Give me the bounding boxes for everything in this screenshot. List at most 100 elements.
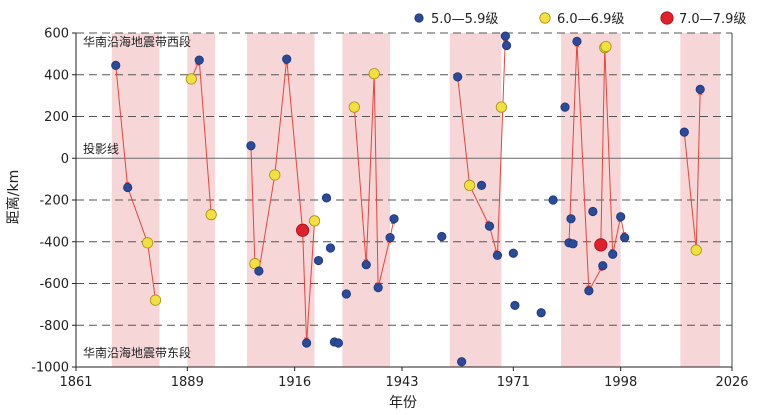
earthquake-point-m6-6: [205, 209, 217, 221]
migration-arrow-15: [377, 236, 392, 288]
migration-arrow-24: [588, 265, 604, 292]
migration-arrow-10: [302, 230, 309, 344]
x-tick-label-1943: 1943: [385, 375, 418, 390]
legend-label-2: 7.0—7.9级: [679, 12, 746, 27]
y-tick-label-600: 600: [44, 27, 69, 42]
migration-arrow-22: [568, 40, 580, 243]
y-tick-label--400: -400: [39, 235, 69, 250]
earthquake-point-m5-37: [508, 248, 518, 258]
earthquake-point-m5-27: [437, 231, 447, 242]
migration-arrow-13: [365, 73, 377, 265]
earthquake-point-m5-28: [453, 72, 463, 82]
migration-arrow-2: [147, 242, 158, 301]
earthquake-point-m5-20: [341, 289, 351, 299]
migration-arrow-0: [115, 65, 130, 189]
legend: 5.0—5.9级 6.0—6.9级 7.0—7.9级: [414, 11, 746, 27]
east-segment-label: 华南沿海地震带东段: [83, 345, 191, 360]
earthquake-point-m6-21: [348, 101, 360, 113]
west-segment-label: 华南沿海地震带西段: [83, 34, 191, 49]
migration-arrow-23: [576, 41, 592, 292]
earthquake-point-m6-2: [141, 237, 154, 249]
migration-arrow-14: [373, 73, 381, 289]
earthquake-point-m6-3: [149, 294, 162, 306]
legend-label-0: 5.0—5.9级: [431, 12, 498, 27]
earthquake-point-m5-31: [476, 180, 487, 190]
earthquake-point-m5-44: [568, 239, 578, 249]
earthquake-point-m5-1: [123, 182, 133, 193]
earthquake-point-m5-38: [510, 300, 520, 311]
earthquake-point-m6-34: [495, 101, 508, 113]
migration-arrow-4: [198, 60, 214, 216]
earthquake-point-m5-22: [361, 260, 371, 270]
legend-marker-2: [660, 11, 674, 25]
projection-line-label: 投影线: [83, 141, 119, 156]
earthquake-point-m5-52: [608, 249, 618, 259]
migration-arrow-27: [612, 216, 622, 255]
earthquake-point-m5-19: [333, 338, 343, 348]
earthquake-point-m5-26: [389, 214, 399, 224]
earthquake-point-m6-14: [308, 215, 321, 227]
earthquake-point-m5-5: [194, 55, 204, 65]
earthquake-point-m6-23: [368, 68, 380, 80]
x-tick-label-1889: 1889: [171, 375, 204, 390]
y-axis-title: 距离/km: [5, 170, 22, 224]
earthquake-point-m5-43: [566, 214, 576, 224]
migration-arrow-7: [258, 174, 277, 272]
y-tick-label--800: -800: [39, 319, 69, 334]
migration-arrow-17: [457, 76, 472, 186]
earthquake-point-m5-9: [254, 266, 264, 276]
x-tick-label-1861: 1861: [59, 375, 92, 390]
earthquake-point-m6-56: [690, 244, 702, 256]
x-axis-title: 年份: [389, 395, 417, 411]
earthquake-point-m5-49: [598, 261, 608, 271]
x-tick-label-2026: 2026: [715, 375, 748, 390]
gridlines: [76, 32, 732, 326]
earthquake-point-m5-0: [111, 60, 121, 70]
y-tick-label-400: 400: [44, 68, 69, 83]
earthquake-point-m5-45: [572, 36, 582, 46]
legend-marker-1: [539, 12, 551, 24]
earthquake-point-m5-36: [501, 40, 512, 51]
earthquake-point-m5-41: [560, 102, 570, 112]
earthquake-point-m5-46: [584, 286, 594, 296]
legend-label-1: 6.0—6.9级: [557, 12, 624, 27]
earthquake-point-m5-47: [588, 206, 598, 217]
earthquake-point-m5-16: [321, 193, 332, 203]
migration-arrow-19: [488, 225, 499, 256]
y-tick-label--200: -200: [39, 194, 69, 209]
x-tick-label-1916: 1916: [278, 375, 311, 390]
earthquake-point-m6-51: [600, 40, 612, 53]
y-tick-label--1000: -1000: [31, 361, 69, 376]
migration-arrow-29: [683, 132, 699, 251]
earthquake-point-m5-55: [679, 127, 689, 137]
migration-arrow-26: [604, 47, 615, 255]
y-tick-label-0: 0: [61, 152, 69, 167]
migration-arrow-20: [496, 35, 508, 256]
earthquake-point-m5-29: [457, 357, 467, 367]
earthquake-point-m5-7: [246, 141, 256, 151]
migration-arrow-1: [127, 187, 149, 244]
earthquake-point-m5-17: [325, 243, 336, 253]
migration-arrow-8: [274, 58, 289, 176]
legend-marker-0: [414, 13, 424, 23]
earthquake-point-m5-57: [695, 84, 705, 94]
earthquake-point-m5-39: [536, 308, 546, 318]
earthquake-point-m6-4: [185, 73, 197, 85]
migration-arrow-30: [695, 88, 703, 251]
earthquake-point-m5-24: [373, 283, 383, 293]
earthquake-point-m5-25: [385, 232, 395, 243]
earthquake-point-m5-35: [500, 31, 510, 41]
migration-arrow-11: [306, 220, 317, 344]
x-tick-label-1998: 1998: [604, 375, 637, 390]
migration-arrow-25: [600, 47, 608, 245]
earthquake-point-m5-13: [301, 338, 312, 348]
x-tick-label-1971: 1971: [497, 375, 530, 390]
earthquake-point-m5-15: [313, 255, 324, 266]
earthquake-point-m5-32: [484, 221, 495, 231]
earthquake-points: [111, 31, 705, 367]
y-tick-label-200: 200: [44, 110, 69, 125]
migration-arrow-18: [469, 185, 490, 227]
earthquake-point-m7-48: [594, 238, 608, 252]
